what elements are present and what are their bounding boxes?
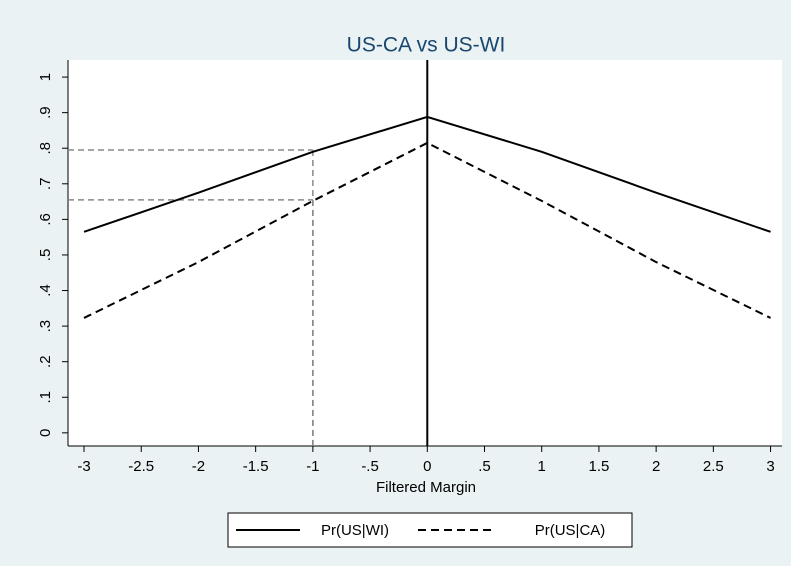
x-tick-label: 1 <box>538 458 546 475</box>
x-tick-label: -1 <box>306 458 319 475</box>
y-tick-label: .3 <box>37 320 54 333</box>
y-tick-label: .6 <box>37 213 54 226</box>
y-tick-label: .2 <box>37 355 54 368</box>
x-tick-label: 1.5 <box>588 458 609 475</box>
y-tick-label: .4 <box>37 284 54 297</box>
x-axis-label: Filtered Margin <box>376 479 476 496</box>
x-tick-label: 2.5 <box>703 458 724 475</box>
x-tick-label: -2 <box>192 458 205 475</box>
plot-area <box>68 60 782 446</box>
x-tick-label: 0 <box>423 458 431 475</box>
legend-label: Pr(US|WI) <box>321 522 389 539</box>
legend-label: Pr(US|CA) <box>535 522 606 539</box>
x-tick-label: -2.5 <box>128 458 154 475</box>
x-tick-label: .5 <box>478 458 491 475</box>
x-tick-label: -3 <box>77 458 90 475</box>
series-line <box>83 141 771 319</box>
y-tick-label: 0 <box>37 429 54 437</box>
y-tick-label: .1 <box>37 391 54 404</box>
x-tick-label: 3 <box>766 458 774 475</box>
x-tick-label: -1.5 <box>243 458 269 475</box>
y-tick-label: .5 <box>37 249 54 262</box>
y-tick-label: 1 <box>37 73 54 81</box>
x-tick-label: 2 <box>652 458 660 475</box>
x-tick-label: -.5 <box>361 458 379 475</box>
y-tick-label: .8 <box>37 142 54 155</box>
chart-title: US-CA vs US-WI <box>347 34 506 57</box>
y-tick-label: .7 <box>37 178 54 191</box>
y-tick-label: .9 <box>37 106 54 119</box>
series-line <box>83 115 771 233</box>
